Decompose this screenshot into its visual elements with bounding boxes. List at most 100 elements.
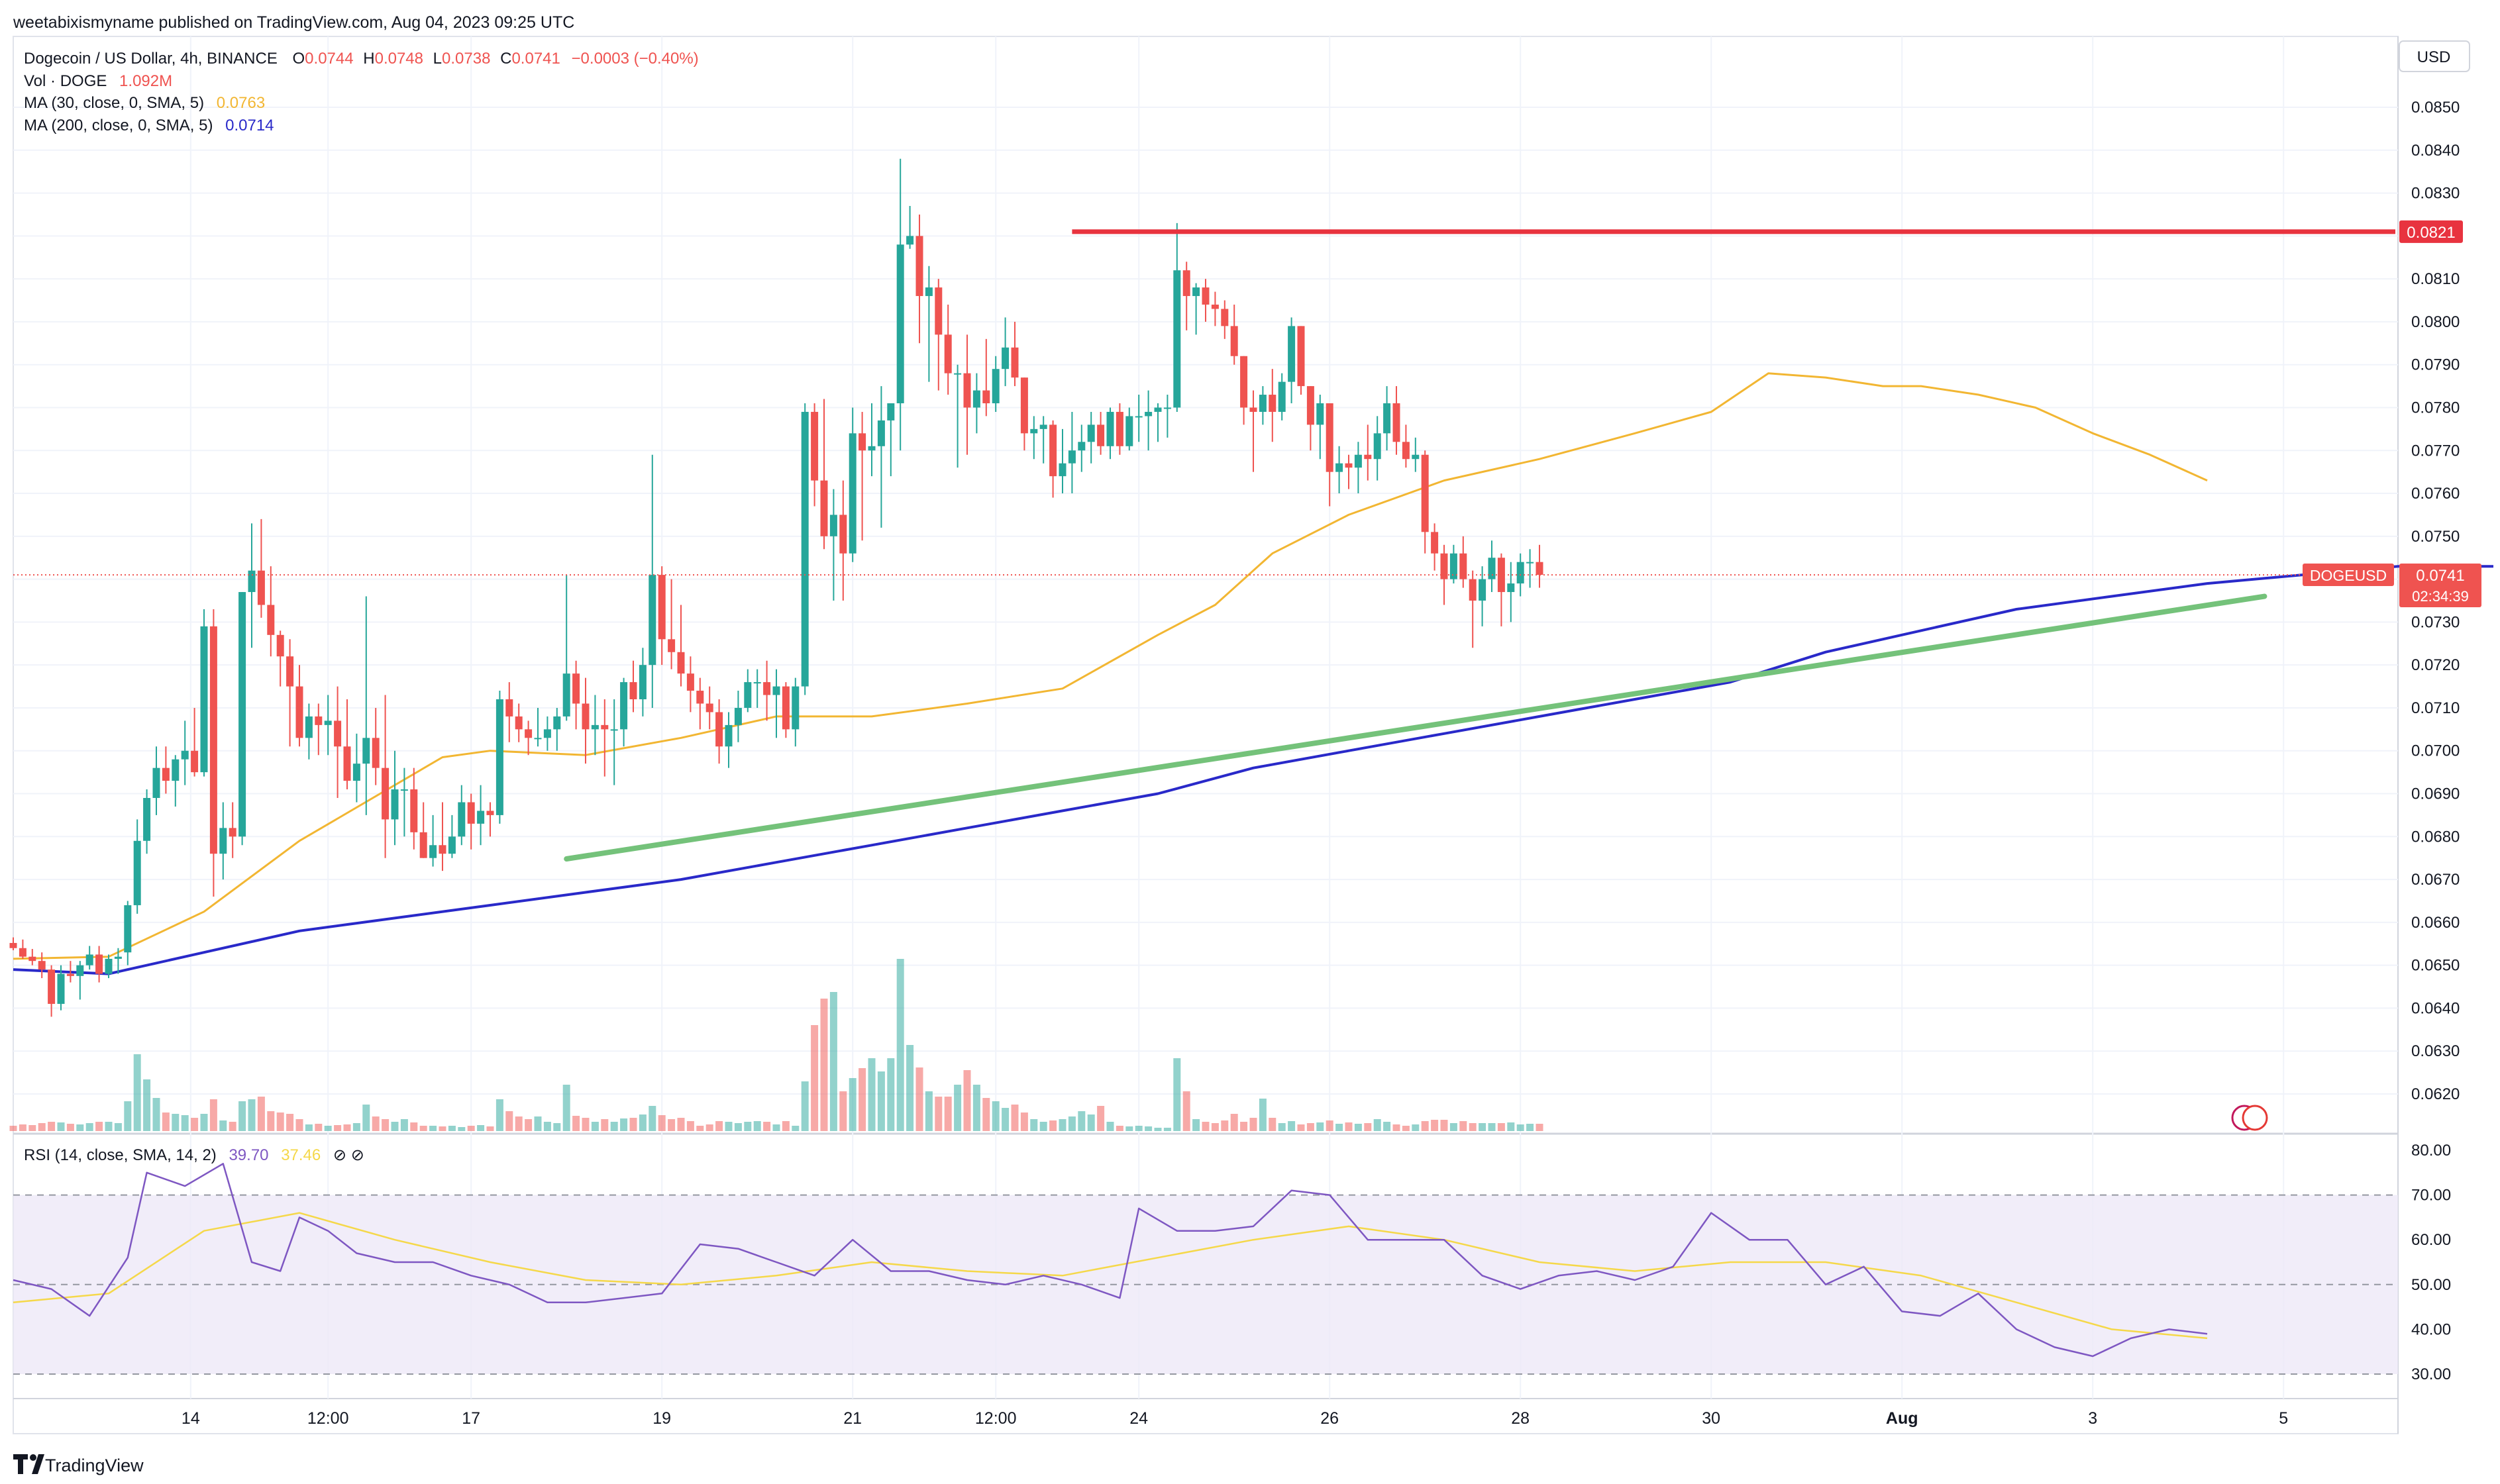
currency-box[interactable] bbox=[2399, 40, 2470, 72]
volume-bar-133 bbox=[1278, 1123, 1286, 1131]
price-tick-label-14: 0.0710 bbox=[2411, 699, 2460, 717]
volume-bar-149 bbox=[1431, 1120, 1439, 1131]
rsi-visibility-icons[interactable]: ⊘ ⊘ bbox=[333, 1146, 364, 1164]
candle-body-50 bbox=[486, 811, 494, 815]
candle-body-86 bbox=[829, 515, 837, 536]
volume-bar-117 bbox=[1125, 1126, 1133, 1131]
candle-body-99 bbox=[954, 373, 962, 375]
candle-body-75 bbox=[725, 724, 733, 747]
candle-body-26 bbox=[257, 570, 265, 605]
resistance-tag: 0.0821 bbox=[2399, 220, 2463, 243]
volume-bar-93 bbox=[896, 959, 904, 1131]
candle-body-9 bbox=[95, 954, 103, 974]
volume-bar-75 bbox=[725, 1122, 733, 1131]
candle-body-142 bbox=[1364, 454, 1372, 460]
volume-bar-28 bbox=[276, 1113, 284, 1131]
candle-body-139 bbox=[1335, 463, 1343, 472]
time-tick-label-1: 12:00 bbox=[307, 1409, 349, 1428]
rsi-tick-label-1: 70.00 bbox=[2411, 1187, 2451, 1205]
candle-body-5 bbox=[57, 973, 65, 1004]
volume-bar-78 bbox=[753, 1121, 761, 1131]
candle-body-20 bbox=[200, 626, 208, 773]
symbol-tag-label: DOGEUSD bbox=[2310, 567, 2387, 584]
events-icon[interactable] bbox=[2231, 1105, 2268, 1131]
candle-body-140 bbox=[1345, 463, 1353, 468]
candle-body-117 bbox=[1125, 416, 1133, 446]
volume-bar-124 bbox=[1192, 1119, 1200, 1131]
candle-body-81 bbox=[782, 686, 790, 730]
volume-bar-37 bbox=[362, 1105, 370, 1131]
candle-body-6 bbox=[66, 973, 74, 976]
price-tag-countdown: 02:34:39 bbox=[2412, 588, 2469, 605]
candle-body-94 bbox=[906, 236, 914, 245]
volume-bar-130 bbox=[1249, 1118, 1257, 1131]
volume-bar-155 bbox=[1488, 1123, 1496, 1131]
volume-bar-55 bbox=[534, 1116, 542, 1131]
candle-body-83 bbox=[801, 411, 809, 687]
volume-bar-110 bbox=[1059, 1119, 1067, 1131]
candle-body-70 bbox=[677, 652, 685, 674]
candle-body-79 bbox=[763, 682, 771, 695]
price-tick-label-10: 0.0750 bbox=[2411, 528, 2460, 546]
candle-body-7 bbox=[76, 965, 84, 976]
volume-bar-103 bbox=[992, 1101, 1000, 1131]
candle-body-111 bbox=[1068, 450, 1076, 464]
ma200-path bbox=[13, 565, 2493, 975]
volume-bar-34 bbox=[334, 1125, 342, 1131]
ohlc-h: 0.0748 bbox=[375, 50, 423, 68]
volume-bar-45 bbox=[439, 1126, 446, 1131]
volume-bar-17 bbox=[172, 1114, 180, 1131]
candle-body-90 bbox=[868, 446, 876, 451]
volume-bar-94 bbox=[906, 1045, 914, 1131]
candle-body-49 bbox=[477, 811, 485, 824]
ma30-legend: MA (30, close, 0, SMA, 5) 0.0763 bbox=[24, 94, 265, 112]
volume-bar-106 bbox=[1020, 1113, 1028, 1131]
volume-bar-31 bbox=[305, 1124, 313, 1131]
price-tick-label-6: 0.0790 bbox=[2411, 356, 2460, 374]
rsi-legend: RSI (14, close, SMA, 14, 2) 39.70 37.46 … bbox=[24, 1146, 364, 1164]
candle-body-36 bbox=[352, 764, 360, 781]
candle-body-0 bbox=[9, 942, 17, 948]
volume-bar-6 bbox=[66, 1124, 74, 1131]
symbol-title: Dogecoin / US Dollar, 4h, BINANCE bbox=[24, 50, 278, 68]
volume-bar-154 bbox=[1479, 1123, 1486, 1131]
volume-bar-2 bbox=[28, 1125, 36, 1131]
time-tick-label-10: Aug bbox=[1886, 1409, 1918, 1428]
candle-body-146 bbox=[1402, 442, 1410, 460]
candle-body-76 bbox=[734, 707, 742, 725]
price-tick-label-7: 0.0780 bbox=[2411, 399, 2460, 417]
time-tick-label-11: 3 bbox=[2088, 1409, 2097, 1428]
candle-body-131 bbox=[1259, 395, 1267, 412]
publisher-line: weetabixismyname published on TradingVie… bbox=[13, 13, 574, 32]
volume-bar-102 bbox=[982, 1098, 990, 1131]
candle-body-112 bbox=[1078, 442, 1086, 451]
volume-bar-97 bbox=[935, 1097, 943, 1131]
price-tick-label-23: 0.0620 bbox=[2411, 1085, 2460, 1103]
candle-body-85 bbox=[820, 480, 828, 536]
volume-bar-66 bbox=[639, 1114, 647, 1131]
time-tick-label-9: 30 bbox=[1702, 1409, 1720, 1428]
symbol-line: Dogecoin / US Dollar, 4h, BINANCE O0.074… bbox=[24, 50, 699, 68]
volume-bar-30 bbox=[295, 1119, 303, 1131]
candle-body-16 bbox=[162, 767, 170, 781]
volume-bar-159 bbox=[1526, 1124, 1534, 1131]
candle-body-104 bbox=[1002, 347, 1010, 370]
candle-body-110 bbox=[1059, 463, 1067, 477]
price-tag-value: 0.0741 bbox=[2416, 567, 2464, 585]
candle-body-98 bbox=[944, 334, 952, 373]
candle-body-105 bbox=[1011, 347, 1019, 378]
candle-body-69 bbox=[668, 639, 676, 652]
candle-body-82 bbox=[792, 686, 800, 730]
support-trendline bbox=[564, 593, 2267, 862]
price-tick-label-15: 0.0700 bbox=[2411, 742, 2460, 760]
volume-bar-81 bbox=[782, 1121, 790, 1131]
candle-body-152 bbox=[1459, 553, 1467, 579]
event-dividend-icon[interactable] bbox=[2242, 1105, 2268, 1131]
price-tick-label-22: 0.0630 bbox=[2411, 1042, 2460, 1060]
candle-body-3 bbox=[38, 961, 46, 970]
volume-bar-24 bbox=[238, 1101, 246, 1131]
price-tick-label-2: 0.0830 bbox=[2411, 185, 2460, 203]
candle-body-58 bbox=[562, 673, 570, 717]
candle-body-66 bbox=[639, 665, 647, 699]
candle-body-155 bbox=[1488, 558, 1496, 579]
